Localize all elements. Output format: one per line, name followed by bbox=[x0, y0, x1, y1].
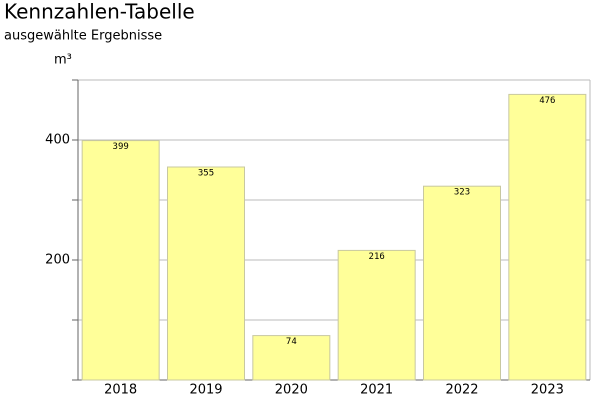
x-tick-label: 2019 bbox=[189, 383, 222, 398]
bar bbox=[252, 335, 331, 381]
value-label: 323 bbox=[454, 188, 470, 198]
x-tick-label: 2023 bbox=[531, 383, 564, 398]
value-label: 216 bbox=[369, 252, 385, 262]
x-tick-label: 2020 bbox=[275, 383, 308, 398]
value-label: 476 bbox=[539, 96, 555, 106]
y-tick-label: 400 bbox=[45, 133, 70, 148]
bar bbox=[508, 93, 587, 381]
x-tick-label: 2021 bbox=[360, 383, 393, 398]
y-tick-label: 200 bbox=[45, 253, 70, 268]
bar bbox=[337, 249, 416, 381]
value-label: 399 bbox=[113, 142, 129, 152]
chart-title: Kennzahlen-Tabelle bbox=[4, 0, 195, 24]
value-label: 355 bbox=[198, 169, 214, 179]
bar bbox=[81, 140, 160, 381]
y-axis-label: m³ bbox=[54, 53, 72, 68]
bar bbox=[167, 166, 245, 381]
x-tick-label: 2022 bbox=[445, 383, 478, 398]
bar bbox=[423, 185, 501, 381]
x-tick-label: 2018 bbox=[104, 383, 137, 398]
chart-subtitle: ausgewählte Ergebnisse bbox=[4, 29, 162, 44]
value-label: 74 bbox=[286, 337, 297, 347]
